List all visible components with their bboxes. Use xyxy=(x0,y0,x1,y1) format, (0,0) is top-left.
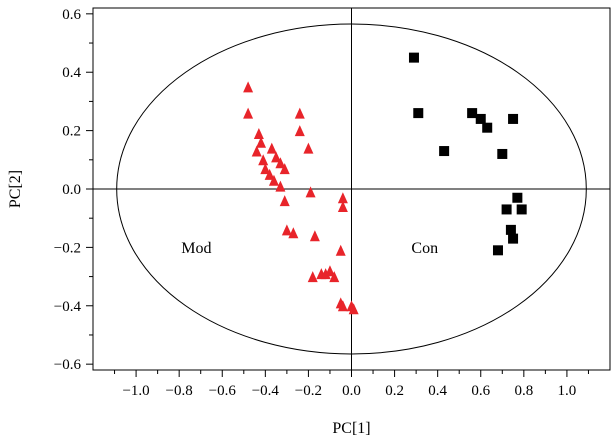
x-tick-label: −0.6 xyxy=(209,383,237,399)
square-point xyxy=(508,233,519,244)
y-axis-title: PC[2] xyxy=(7,170,24,208)
triangle-point xyxy=(309,230,320,242)
triangle-point xyxy=(337,300,348,312)
triangle-point xyxy=(329,271,340,283)
x-tick-label: 1.0 xyxy=(558,383,577,399)
triangle-point xyxy=(279,195,290,207)
triangle-point xyxy=(305,186,316,198)
y-tick-label: 0.6 xyxy=(62,7,81,23)
triangle-point xyxy=(320,268,331,280)
triangle-point xyxy=(288,227,299,239)
plot-area xyxy=(92,7,611,371)
x-tick-label: −0.4 xyxy=(252,383,280,399)
x-tick-label: 0.4 xyxy=(428,383,447,399)
triangle-point xyxy=(303,142,314,154)
triangle-point xyxy=(243,107,254,119)
triangle-point xyxy=(281,224,292,236)
square-point xyxy=(501,204,512,215)
x-tick-label: 0.6 xyxy=(471,383,490,399)
triangle-point xyxy=(268,174,279,186)
x-tick-label: −0.2 xyxy=(295,383,322,399)
triangle-point xyxy=(264,168,275,180)
triangle-point xyxy=(275,157,286,169)
triangle-point xyxy=(348,303,359,315)
x-tick-label: 0.2 xyxy=(385,383,404,399)
x-tick-label: 0.0 xyxy=(342,383,361,399)
y-tick-label: 0.4 xyxy=(62,65,81,81)
triangle-point xyxy=(337,192,348,204)
square-point xyxy=(512,192,523,203)
y-tick-label: 0.0 xyxy=(62,182,81,198)
square-point xyxy=(413,108,424,119)
square-point xyxy=(492,245,503,256)
y-tick-label: 0.2 xyxy=(62,124,81,140)
square-point xyxy=(508,113,519,124)
triangle-point xyxy=(337,201,348,213)
x-tick-label: −1.0 xyxy=(122,383,149,399)
triangle-point xyxy=(294,107,305,119)
square-point xyxy=(439,146,450,157)
triangle-point xyxy=(258,154,269,166)
y-tick-label: −0.6 xyxy=(54,357,82,373)
square-point xyxy=(475,113,486,124)
triangle-point xyxy=(294,125,305,137)
triangle-point xyxy=(279,163,290,175)
triangle-point xyxy=(253,128,264,140)
triangle-point xyxy=(335,244,346,256)
triangle-point xyxy=(307,271,318,283)
triangle-point xyxy=(260,163,271,175)
square-point xyxy=(516,204,527,215)
square-point xyxy=(467,108,478,119)
labels: PC[1] PC[2] Mod Con xyxy=(7,170,438,437)
data-points xyxy=(243,52,527,315)
y-tick-label: −0.4 xyxy=(54,299,82,315)
triangle-point xyxy=(275,180,286,192)
x-tick-label: −0.8 xyxy=(166,383,193,399)
triangle-point xyxy=(266,142,277,154)
axes: −1.0 −0.8 −0.6 −0.4 −0.2 0.0 0.2 0.4 0.6 0.8 1.0 −0… xyxy=(54,7,589,399)
x-tick-label: 0.8 xyxy=(514,383,533,399)
square-point xyxy=(497,148,508,159)
triangle-point xyxy=(243,81,254,93)
triangle-point xyxy=(256,136,267,148)
x-axis-title: PC[1] xyxy=(332,420,370,437)
group-label: Mod xyxy=(181,240,211,257)
triangle-point xyxy=(251,145,262,157)
square-point xyxy=(505,224,516,235)
square-point xyxy=(482,122,493,133)
group-label: Con xyxy=(411,240,438,257)
triangle-point xyxy=(271,151,282,163)
confidence-ellipse xyxy=(116,23,587,355)
y-tick-label: −0.2 xyxy=(54,240,81,256)
square-point xyxy=(408,52,419,63)
triangle-point xyxy=(324,265,335,277)
